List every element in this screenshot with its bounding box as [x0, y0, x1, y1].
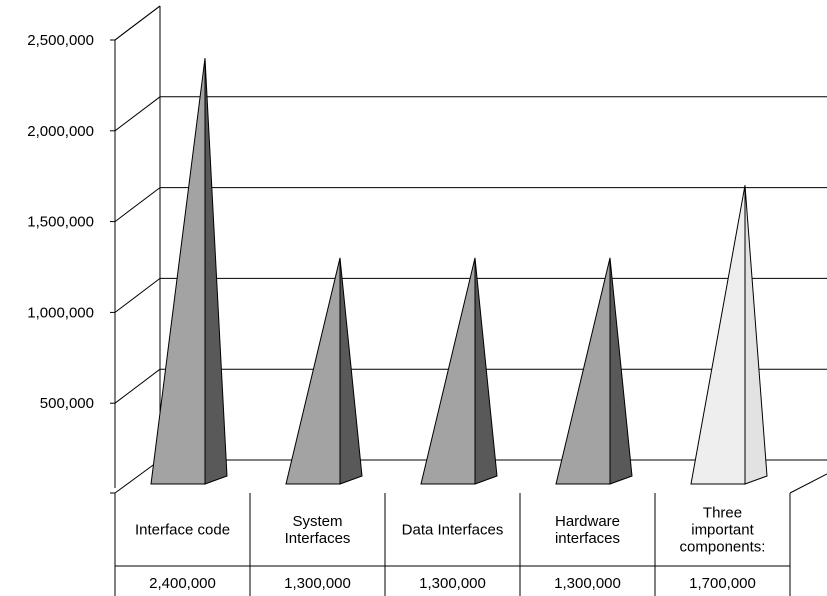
category-label: System Interfaces	[285, 513, 351, 547]
pyramid-side-face	[609, 257, 633, 485]
value-label: 1,300,000	[419, 575, 486, 592]
pyramid-front-face	[690, 185, 746, 485]
category-label: Hardware interfaces	[555, 513, 620, 547]
y-tick-label: 1,000,000	[27, 304, 94, 321]
value-label: 1,300,000	[554, 575, 621, 592]
value-label: 2,400,000	[149, 575, 216, 592]
category-label: Data Interfaces	[402, 522, 504, 539]
y-axis: 500,000 1,000,000 1,500,000 2,000,000 2,500,…	[27, 32, 115, 494]
category-label: Interface code	[135, 522, 230, 539]
y-tick-label: 2,000,000	[27, 123, 94, 140]
value-label: 1,700,000	[689, 575, 756, 592]
side-gridline	[114, 187, 161, 222]
side-gridline	[114, 368, 161, 404]
bars	[150, 58, 768, 485]
side-gridline	[114, 96, 161, 132]
category-label: Three important components:	[680, 505, 766, 556]
pyramid-side-face	[204, 58, 228, 485]
pyramid-side-face	[744, 185, 768, 485]
floor-left-edge	[114, 459, 161, 494]
pyramid-front-face	[150, 58, 206, 485]
y-tick-label: 1,500,000	[27, 214, 94, 231]
pyramid-side-face	[474, 257, 498, 485]
pyramid-front-face	[555, 257, 611, 485]
y-tick-label: 500,000	[40, 395, 94, 412]
pyramid-side-face	[339, 257, 363, 485]
side-gridline	[114, 5, 161, 41]
pyramid-front-face	[285, 257, 341, 485]
y-tick-label: 2,500,000	[27, 32, 94, 49]
data-table: Interface code 2,400,000 System Interfaces 1…	[114, 493, 791, 596]
chart-frame	[114, 5, 827, 494]
side-gridline	[114, 278, 161, 313]
value-label: 1,300,000	[284, 575, 351, 592]
pyramid-front-face	[420, 257, 476, 485]
floor-right-edge	[789, 473, 827, 494]
